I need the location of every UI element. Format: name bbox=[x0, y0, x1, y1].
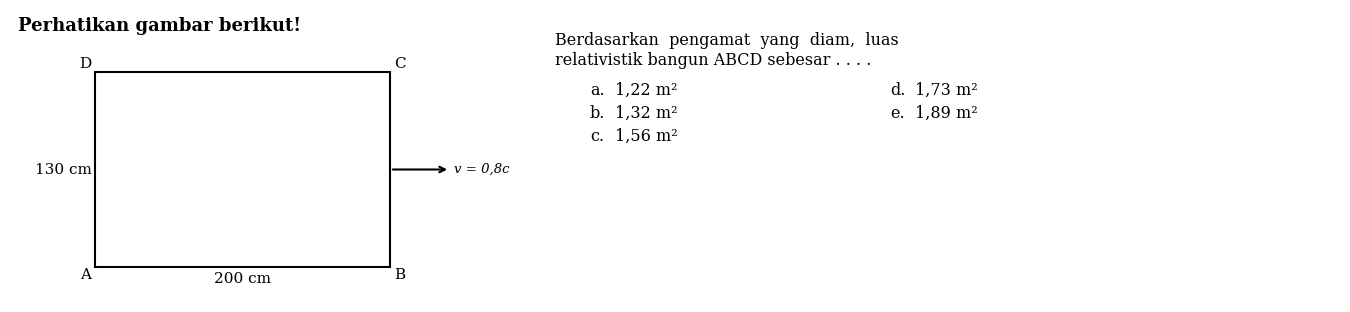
Text: a.: a. bbox=[590, 82, 605, 99]
Text: 130 cm: 130 cm bbox=[35, 163, 92, 177]
Text: A: A bbox=[80, 268, 90, 282]
Text: Berdasarkan  pengamat  yang  diam,  luas: Berdasarkan pengamat yang diam, luas bbox=[555, 32, 899, 49]
Text: v = 0,8c: v = 0,8c bbox=[454, 163, 509, 176]
Text: D: D bbox=[78, 57, 90, 71]
Text: Perhatikan gambar berikut!: Perhatikan gambar berikut! bbox=[18, 17, 301, 35]
Text: b.: b. bbox=[590, 105, 605, 122]
Text: e.: e. bbox=[890, 105, 905, 122]
Text: C: C bbox=[394, 57, 405, 71]
Text: relativistik bangun ABCD sebesar . . . .: relativistik bangun ABCD sebesar . . . . bbox=[555, 52, 871, 69]
Text: 1,73 m²: 1,73 m² bbox=[915, 82, 977, 99]
Text: 1,22 m²: 1,22 m² bbox=[616, 82, 678, 99]
Text: 200 cm: 200 cm bbox=[215, 272, 271, 286]
Bar bbox=[95, 72, 390, 267]
Text: 1,56 m²: 1,56 m² bbox=[616, 128, 678, 145]
Text: d.: d. bbox=[890, 82, 906, 99]
Text: B: B bbox=[394, 268, 405, 282]
Text: c.: c. bbox=[590, 128, 603, 145]
Text: 1,89 m²: 1,89 m² bbox=[915, 105, 977, 122]
Text: 1,32 m²: 1,32 m² bbox=[616, 105, 678, 122]
